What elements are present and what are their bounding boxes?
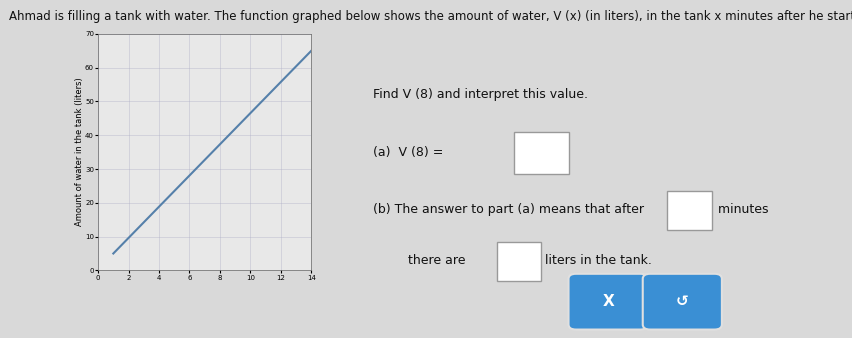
Text: there are: there are [407, 254, 473, 267]
Text: (b) The answer to part (a) means that after: (b) The answer to part (a) means that af… [372, 203, 651, 216]
Text: (a)  V (8) =: (a) V (8) = [372, 146, 447, 159]
Y-axis label: Amount of water in the tank (liters): Amount of water in the tank (liters) [74, 78, 83, 226]
Text: Ahmad is filling a tank with water. The function graphed below shows the amount : Ahmad is filling a tank with water. The … [9, 10, 852, 23]
FancyBboxPatch shape [496, 242, 541, 281]
FancyBboxPatch shape [514, 132, 567, 174]
Text: ↺: ↺ [675, 294, 688, 309]
FancyBboxPatch shape [642, 274, 721, 330]
Text: X: X [602, 294, 613, 309]
Text: minutes: minutes [714, 203, 768, 216]
Text: liters in the tank.: liters in the tank. [541, 254, 652, 267]
FancyBboxPatch shape [567, 274, 647, 330]
Text: Find V (8) and interpret this value.: Find V (8) and interpret this value. [372, 88, 587, 101]
FancyBboxPatch shape [666, 191, 711, 230]
